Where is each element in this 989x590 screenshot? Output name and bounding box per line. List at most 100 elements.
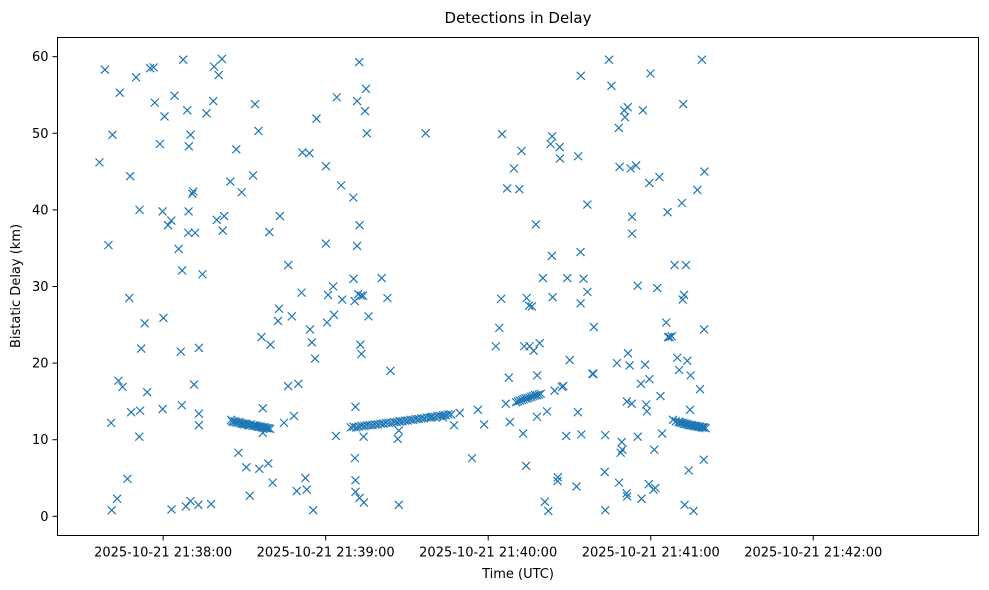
data-point — [547, 251, 557, 261]
data-point — [684, 465, 694, 475]
data-point — [310, 354, 320, 363]
data-point — [178, 55, 188, 65]
data-point — [531, 220, 541, 229]
data-point — [622, 488, 632, 498]
data-point — [170, 91, 179, 101]
data-point — [678, 99, 688, 109]
data-point — [155, 139, 165, 149]
data-point — [264, 227, 274, 237]
data-point — [686, 370, 695, 380]
data-point — [582, 200, 592, 209]
data-point — [479, 419, 489, 429]
data-point — [649, 445, 659, 455]
data-point — [158, 313, 168, 323]
data-point — [467, 453, 477, 463]
data-point — [626, 164, 636, 173]
data-point — [355, 220, 364, 230]
data-point — [538, 273, 548, 283]
data-point — [627, 212, 637, 222]
data-point — [359, 432, 369, 442]
data-point — [524, 301, 534, 311]
data-point — [241, 462, 251, 472]
data-point — [257, 332, 266, 342]
data-point — [287, 311, 297, 321]
data-point — [355, 340, 365, 350]
data-point — [565, 355, 575, 365]
data-point — [174, 244, 184, 254]
data-point — [654, 172, 664, 182]
data-point — [265, 424, 275, 434]
data-point — [194, 409, 204, 419]
data-point — [532, 412, 542, 422]
data-point — [623, 102, 633, 112]
data-point — [615, 162, 625, 172]
data-point — [377, 273, 387, 283]
data-point — [254, 464, 264, 474]
data-point — [674, 365, 684, 375]
data-point — [692, 185, 702, 195]
data-point — [183, 228, 193, 238]
data-point — [297, 288, 306, 298]
data-point — [600, 430, 610, 440]
data-point — [150, 98, 160, 108]
data-point — [385, 366, 395, 376]
x-axis-ticks: 2025-10-21 21:38:00 2025-10-21 21:39:00 20… — [94, 535, 882, 561]
data-point — [194, 343, 204, 353]
data-point — [348, 193, 358, 203]
data-point — [644, 374, 654, 384]
y-tick-label: 20 — [32, 357, 49, 372]
x-tick-label: 2025-10-21 21:39:00 — [257, 546, 395, 561]
data-point — [689, 506, 698, 516]
data-point — [158, 404, 168, 414]
data-point — [245, 491, 255, 501]
data-point — [677, 198, 687, 208]
data-point — [521, 461, 531, 471]
data-point — [555, 142, 565, 152]
data-point — [268, 478, 278, 488]
data-point — [131, 72, 141, 82]
data-point — [186, 496, 195, 506]
data-point — [625, 360, 635, 370]
data-point — [231, 144, 241, 154]
data-point — [665, 332, 675, 342]
data-point — [217, 54, 227, 64]
data-point — [364, 311, 373, 321]
data-point — [540, 497, 550, 507]
data-point — [455, 408, 465, 418]
data-point — [550, 386, 559, 396]
data-point — [494, 323, 504, 333]
chart-title: Detections in Delay — [445, 9, 592, 27]
data-point — [604, 55, 614, 65]
data-point — [302, 485, 312, 494]
data-points — [95, 54, 711, 516]
data-point — [308, 505, 318, 515]
data-point — [548, 292, 558, 302]
data-point — [672, 353, 682, 363]
data-point — [351, 487, 360, 497]
x-tick-label: 2025-10-21 21:42:00 — [744, 546, 882, 561]
data-point — [685, 405, 695, 415]
data-point — [212, 215, 222, 225]
data-point — [118, 382, 127, 392]
data-point — [289, 411, 299, 421]
data-point — [184, 206, 194, 216]
data-point — [421, 128, 431, 138]
data-point — [509, 164, 519, 173]
data-point — [642, 406, 652, 416]
data-point — [395, 416, 405, 426]
data-point — [350, 296, 360, 306]
data-point — [588, 369, 598, 379]
data-point — [218, 226, 228, 235]
data-point — [680, 500, 690, 510]
data-point — [307, 338, 317, 347]
data-point — [283, 381, 293, 391]
data-point — [186, 130, 195, 140]
data-point — [644, 178, 654, 188]
data-point — [589, 322, 599, 332]
data-point — [304, 148, 314, 158]
data-point — [699, 167, 709, 177]
data-point — [305, 324, 315, 334]
data-point — [614, 123, 624, 133]
data-point — [126, 407, 136, 417]
